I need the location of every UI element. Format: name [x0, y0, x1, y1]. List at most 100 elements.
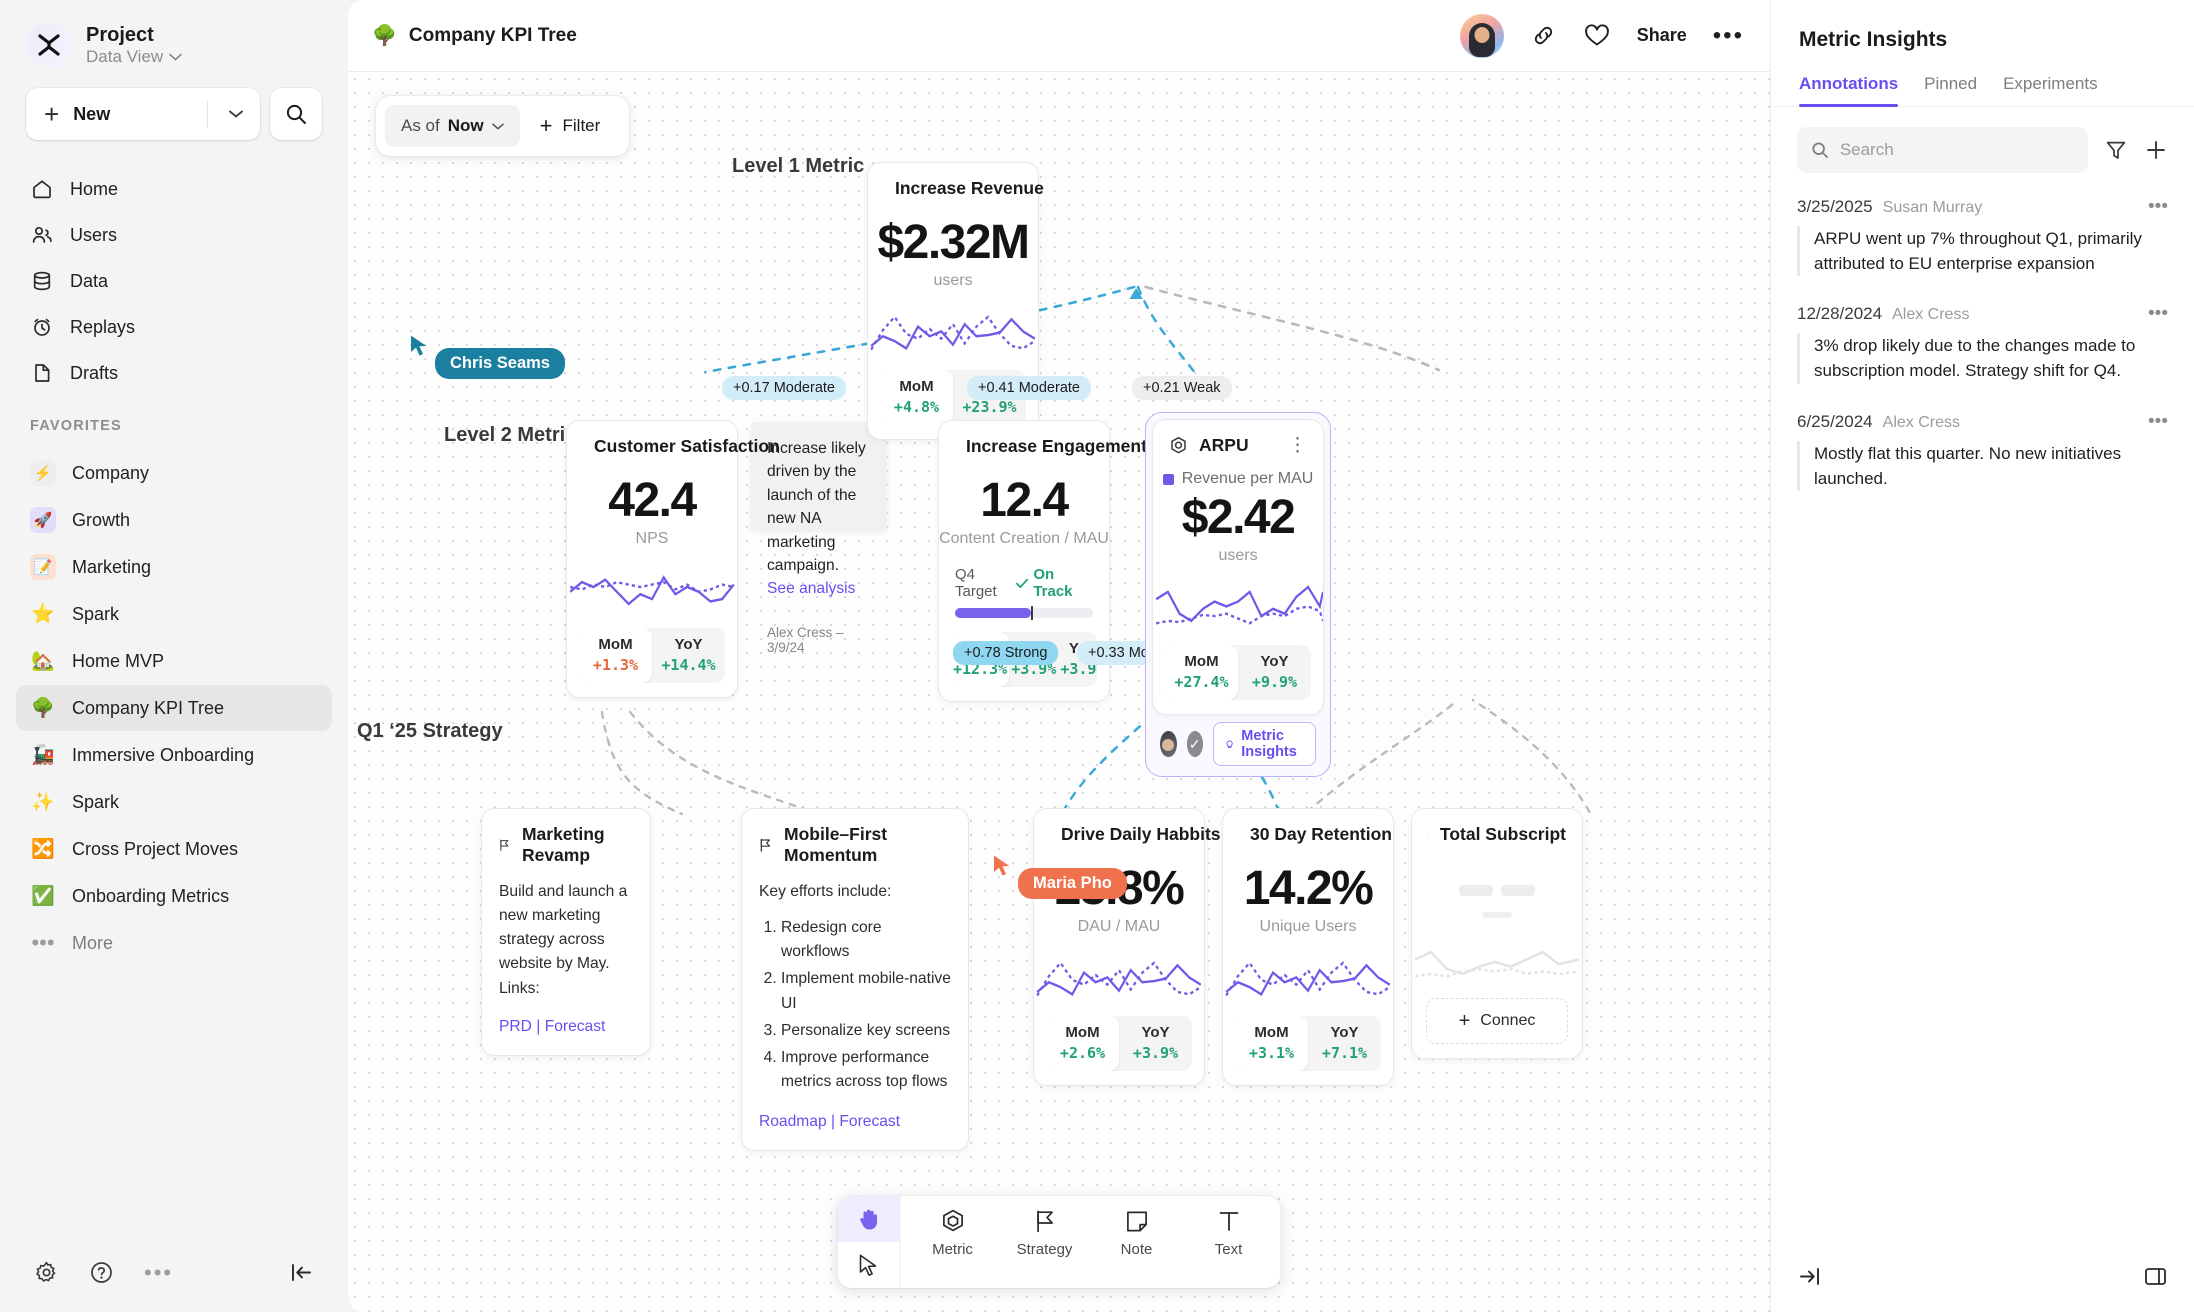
stat-yoy[interactable]: YoY +7.1%	[1308, 1016, 1381, 1071]
sidebar-more-button[interactable]: •••	[144, 1259, 174, 1285]
kpi-tree-canvas[interactable]: As of Now + Filter Level 1 Metric Level …	[348, 72, 1770, 1312]
card-header: Increase Revenue	[868, 163, 1044, 199]
card-title: Total Subscript	[1439, 824, 1566, 844]
sidebar-item-spark-2[interactable]: ✨ Spark	[16, 779, 332, 825]
tab-annotations[interactable]: Annotations	[1799, 74, 1899, 107]
settings-button[interactable]	[34, 1260, 59, 1285]
metric-card-drive-daily-habbits[interactable]: Drive Daily Habbits 23.8% DAU / MAU MoM …	[1033, 808, 1221, 1086]
annotation-menu-button[interactable]: •••	[2148, 303, 2168, 325]
strategy-card-marketing-revamp[interactable]: Marketing Revamp Build and launch a new …	[481, 808, 651, 1056]
sidebar-item-data[interactable]: Data	[16, 258, 332, 304]
sidebar-item-marketing[interactable]: 📝 Marketing	[16, 544, 332, 590]
select-tool-button[interactable]	[838, 1242, 900, 1288]
annotation-item[interactable]: 3/25/2025 Susan Murray ••• ARPU went up …	[1797, 196, 2168, 277]
copy-link-button[interactable]	[1530, 22, 1557, 49]
stat-mom[interactable]: MoM +3.1%	[1235, 1016, 1308, 1071]
hand-tool-button[interactable]	[837, 1196, 900, 1242]
chevron-down-icon[interactable]	[229, 110, 243, 118]
annotation-menu-button[interactable]: •••	[2148, 196, 2168, 217]
edge-label-revenue-arpu[interactable]: +0.21 Weak	[1132, 376, 1232, 400]
strategy-link-roadmap[interactable]: Roadmap	[759, 1113, 827, 1131]
target-status: On Track	[1016, 566, 1093, 600]
filter-button[interactable]	[2104, 138, 2128, 162]
toggle-panel-layout-button[interactable]	[2143, 1264, 2168, 1289]
strategy-link-forecast[interactable]: Forecast	[544, 1017, 606, 1035]
edge-label-habits-engagement[interactable]: +0.78 Strong	[953, 641, 1059, 665]
stat-yoy[interactable]: YoY +14.4%	[652, 628, 725, 683]
sidebar-item-label: Spark	[72, 791, 120, 812]
sidebar-item-home-mvp[interactable]: 🏡 Home MVP	[16, 638, 332, 684]
divider	[207, 100, 208, 128]
metric-card-arpu-selected[interactable]: ARPU ⋮ Revenue per MAU $2.42 users	[1145, 412, 1331, 777]
edge-label-revenue-engagement[interactable]: +0.41 Moderate	[967, 376, 1091, 400]
metric-card-total-subscriptions[interactable]: Total Subscript + Connec	[1411, 808, 1583, 1059]
share-button[interactable]: Share	[1636, 25, 1687, 45]
hand-icon	[860, 1209, 877, 1230]
sidebar-item-company[interactable]: ⚡ Company	[16, 450, 332, 496]
stat-mom[interactable]: MoM +1.3%	[579, 628, 652, 683]
tool-note-button[interactable]: Note	[1091, 1196, 1183, 1288]
card-menu-button[interactable]: ⋮	[1288, 434, 1307, 456]
tool-strategy-button[interactable]: Strategy	[999, 1196, 1091, 1288]
stat-yoy[interactable]: YoY +9.9%	[1238, 645, 1311, 700]
avatar[interactable]	[1459, 13, 1504, 58]
tab-experiments[interactable]: Experiments	[2003, 74, 2098, 93]
sidebar-item-drafts[interactable]: Drafts	[16, 350, 332, 396]
verified-badge-icon[interactable]: ✓	[1186, 731, 1204, 757]
annotation-body: 3% drop likely due to the changes made t…	[1797, 333, 2168, 384]
tool-metric-button[interactable]: Metric	[907, 1196, 999, 1288]
sidebar-item-onboarding-metrics[interactable]: ✅ Onboarding Metrics	[16, 873, 332, 919]
tab-pinned[interactable]: Pinned	[1924, 74, 1978, 93]
metric-insights-button[interactable]: Metric Insights	[1213, 722, 1316, 766]
stat-yoy[interactable]: YoY +3.9%	[1119, 1016, 1192, 1071]
search-field[interactable]	[1797, 127, 2088, 173]
collaborator-avatar[interactable]	[1160, 731, 1177, 757]
tool-text-button[interactable]: Text	[1183, 1196, 1275, 1288]
sidebar-item-immersive-onboarding[interactable]: 🚂 Immersive Onboarding	[16, 732, 332, 778]
sidebar-item-more[interactable]: ••• More	[16, 920, 332, 966]
project-subtitle[interactable]: Data View	[86, 47, 183, 67]
help-button[interactable]	[89, 1260, 114, 1285]
sidebar-search-button[interactable]	[270, 88, 322, 140]
note-link[interactable]: See analysis	[767, 580, 856, 598]
sidebar-item-label: Home	[70, 178, 119, 199]
metric-card-customer-satisfaction[interactable]: Customer Satisfaction 42.4 NPS MoM +1.3%…	[566, 420, 780, 698]
annotation-menu-button[interactable]: •••	[2148, 410, 2168, 432]
topbar-more-button[interactable]: •••	[1712, 21, 1744, 49]
stat-key: YoY	[1141, 1024, 1170, 1041]
add-filter-button[interactable]: + Filter	[524, 105, 621, 147]
strategy-link-forecast[interactable]: Forecast	[839, 1113, 901, 1131]
sidebar-item-users[interactable]: Users	[16, 212, 332, 258]
hexagon-icon	[1428, 834, 1429, 835]
as-of-selector[interactable]: As of Now	[385, 105, 520, 147]
favorite-button[interactable]	[1583, 22, 1611, 50]
sidebar-item-cross-project-moves[interactable]: 🔀 Cross Project Moves	[16, 826, 332, 872]
sidebar-item-home[interactable]: Home	[16, 166, 332, 212]
sticky-note-annotation[interactable]: Increase likely driven by the launch of …	[751, 422, 887, 655]
search-input[interactable]	[1839, 140, 2074, 160]
strategy-link-prd[interactable]: PRD	[499, 1017, 532, 1035]
add-annotation-button[interactable]	[2144, 138, 2168, 162]
sidebar-item-company-kpi-tree[interactable]: 🌳 Company KPI Tree	[16, 685, 332, 731]
annotation-date: 12/28/2024	[1797, 304, 1883, 324]
connect-data-button[interactable]: + Connec	[1426, 998, 1568, 1044]
edge-label-revenue-csat[interactable]: +0.17 Moderate	[722, 376, 846, 400]
strategy-card-mobile-first-momentum[interactable]: Mobile–First Momentum Key efforts includ…	[741, 808, 969, 1152]
metric-card-arpu[interactable]: ARPU ⋮ Revenue per MAU $2.42 users	[1152, 419, 1324, 715]
new-button[interactable]: + New	[26, 88, 260, 140]
sidebar-item-spark[interactable]: ⭐ Spark	[16, 591, 332, 637]
stat-mom[interactable]: MoM +27.4%	[1165, 645, 1238, 700]
question-circle-icon	[91, 1261, 112, 1283]
stat-mom[interactable]: MoM +2.6%	[1046, 1016, 1119, 1071]
collapse-sidebar-button[interactable]	[289, 1260, 314, 1285]
sidebar-item-replays[interactable]: Replays	[16, 304, 332, 350]
stat-mom[interactable]: MoM +4.8%	[880, 370, 953, 425]
metric-card-30-day-retention[interactable]: 30 Day Retention 14.2% Unique Users MoM …	[1222, 808, 1394, 1086]
sidebar-project-header[interactable]: Project Data View	[0, 0, 348, 78]
card-body: Key efforts include: Redesign core workf…	[742, 866, 968, 1150]
panel-footer	[1771, 1240, 2194, 1312]
expand-panel-button[interactable]	[1797, 1264, 1822, 1289]
annotation-item[interactable]: 6/25/2024 Alex Cress ••• Mostly flat thi…	[1797, 410, 2168, 491]
sidebar-item-growth[interactable]: 🚀 Growth	[16, 497, 332, 543]
annotation-item[interactable]: 12/28/2024 Alex Cress ••• 3% drop likely…	[1797, 303, 2168, 384]
